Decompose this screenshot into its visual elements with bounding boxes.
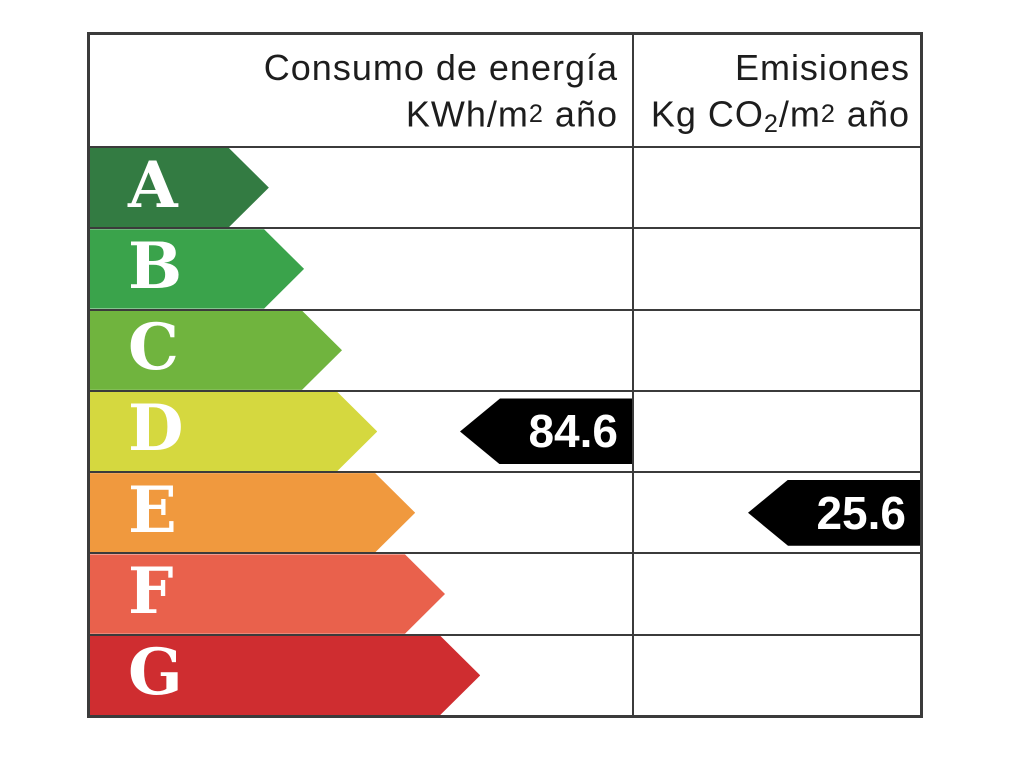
emissions-cell-b [632, 229, 920, 309]
rating-letter-a: A [128, 147, 178, 223]
energy-cell-b: B [90, 229, 632, 308]
rating-row-a: A [90, 146, 920, 228]
emissions-cell-a [632, 148, 920, 228]
rating-arrow-g: G [90, 636, 480, 715]
rating-arrow-e: E [90, 473, 415, 552]
rating-letter-c: C [128, 310, 179, 386]
energy-value-marker: 84.6 [460, 398, 632, 465]
rating-row-c: C [90, 308, 920, 390]
rating-letter-d: D [128, 391, 184, 467]
rating-arrow-b: B [90, 229, 304, 308]
energy-unit-pre: KWh/m [405, 93, 529, 135]
energy-column-header: Consumo de energía KWh/m2 año [90, 35, 632, 146]
rating-row-d: D 84.6 [90, 389, 920, 472]
energy-header-title: Consumo de energía [263, 47, 618, 88]
emissions-unit-exponent: 2 [820, 100, 836, 128]
emissions-cell-d [632, 391, 920, 472]
emissions-value-marker: 25.6 [748, 479, 920, 546]
energy-cell-g: G [90, 636, 632, 715]
emissions-unit-post: año [835, 93, 910, 135]
rating-row-g: G [90, 633, 920, 715]
emissions-unit-mid: /m [778, 93, 821, 135]
rating-arrow-a: A [90, 148, 269, 227]
rating-row-f: F [90, 552, 920, 634]
emissions-unit-subscript: 2 [763, 110, 779, 139]
emissions-header-title: Emisiones [734, 47, 910, 88]
energy-cell-c: C [90, 311, 632, 390]
rating-arrow-c: C [90, 311, 342, 390]
energy-cell-e: E [90, 473, 632, 552]
rating-letter-g: G [128, 635, 183, 711]
emissions-value: 25.6 [816, 486, 906, 539]
energy-unit-post: año [543, 93, 618, 135]
emissions-cell-f [632, 554, 920, 634]
rating-letter-f: F [128, 554, 174, 630]
energy-rating-table: Consumo de energía KWh/m2 año Emisiones … [87, 32, 923, 718]
rating-row-b: B [90, 227, 920, 309]
emissions-unit-pre: Kg CO [650, 93, 764, 135]
rating-arrow-f: F [90, 554, 445, 633]
rating-letter-b: B [128, 228, 183, 304]
emissions-cell-g [632, 635, 920, 715]
emissions-column-header: Emisiones Kg CO2/m2 año [632, 35, 920, 146]
ratings-rows: A B C D 84.6 E 25.6 F G [90, 146, 920, 715]
energy-value: 84.6 [528, 405, 618, 458]
energy-cell-f: F [90, 554, 632, 633]
emissions-cell-c [632, 310, 920, 390]
energy-cell-a: A [90, 148, 632, 227]
energy-unit-exponent: 2 [528, 100, 544, 128]
emissions-header-unit: Kg CO2/m2 año [634, 91, 910, 147]
table-header-row: Consumo de energía KWh/m2 año Emisiones … [90, 35, 920, 146]
rating-arrow-d: D [90, 392, 377, 471]
rating-letter-e: E [128, 472, 177, 548]
emissions-cell-e: 25.6 [632, 473, 920, 553]
energy-cell-d: D 84.6 [90, 392, 632, 471]
energy-header-unit: KWh/m2 año [90, 91, 618, 138]
rating-row-e: E 25.6 [90, 471, 920, 553]
